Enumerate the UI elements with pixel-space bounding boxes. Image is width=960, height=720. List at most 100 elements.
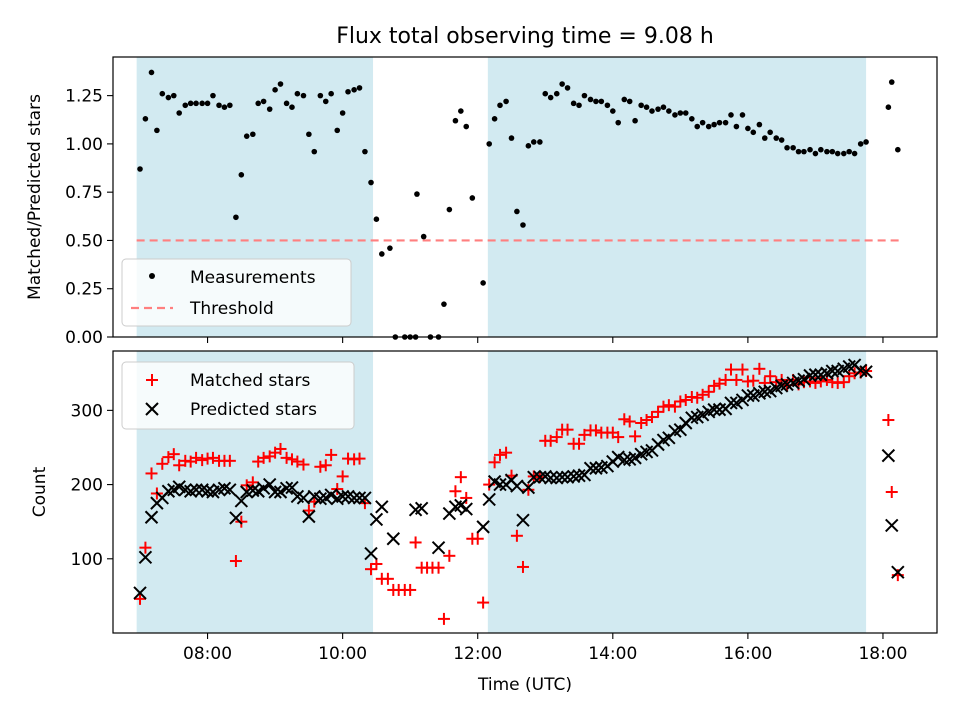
measurement-point [379,251,385,257]
matched-star-point [274,442,287,455]
matched-star-point [314,460,327,473]
measurement-point [733,123,740,130]
matched-star-point [837,376,850,389]
measurement-point [689,115,695,122]
matched-star-point [167,448,180,461]
measurement-point [610,108,616,114]
bottom-x-ticks: 08:00 10:00 12:00 14:00 16:00 18:00 [183,633,907,664]
matched-star-point [229,555,242,568]
bottom-legend-box [121,361,355,430]
matched-star-point [550,431,563,444]
measurement-point [289,104,295,111]
matched-star-point [156,457,169,470]
matched-star-point [280,451,293,464]
measurement-point [255,100,262,107]
predicted-star-point [550,471,564,485]
measurement-point [243,133,250,139]
matched-star-point [719,373,732,386]
predicted-star-point [707,402,721,417]
matched-star-point [730,373,743,386]
shaded-band-2 [487,57,867,337]
predicted-star-point [527,470,541,484]
measurement-point [801,148,807,155]
measurement-point [250,131,256,138]
x-tick-label: 12:00 [453,644,502,664]
predicted-star-point [285,480,299,495]
matched-star-point [297,458,310,471]
measurement-point [221,104,228,111]
predicted-star-point [386,532,401,546]
x-tick-label: 16:00 [723,644,772,664]
predicted-star-point [268,485,282,499]
measurement-point [818,146,824,153]
predicted-star-point [459,502,473,516]
matched-star-point [612,431,625,444]
measurement-point [469,195,476,201]
measurement-point [722,119,729,126]
matched-star-point [708,379,721,392]
measurement-point [682,110,689,116]
chart-title: Flux total observing time = 9.08 h [336,24,714,49]
measurement-point [491,115,498,122]
y-tick-label: 300 [71,401,103,421]
y-tick-label: 0.50 [65,231,103,251]
matched-star-point [319,459,332,472]
measurement-point [233,214,239,221]
matched-star-point [662,399,675,412]
predicted-star-point [572,468,586,483]
bottom-plot-frame [112,350,938,634]
measurement-point [311,148,318,155]
predicted-star-point [262,477,277,492]
count-points [133,358,905,625]
measurement-point [895,146,901,153]
matched-star-point [139,541,152,554]
measurement-point [210,92,216,99]
matched-star-point [325,448,338,461]
measurement-point [420,233,427,240]
x-tick-label: 14:00 [588,644,637,664]
measurement-point [716,119,723,126]
matched-star-point [691,391,704,404]
measurement-point [672,112,678,118]
top-panel: 0.00 0.25 0.50 0.75 1.00 1.25 Matched/Predict… [25,56,938,348]
predicted-star-point [200,484,215,498]
matched-star-point [173,459,186,472]
measurement-point [553,90,560,97]
measurement-point [362,148,368,155]
measurement-point [165,94,172,101]
measurement-point [660,104,667,111]
y-tick-label: 1.00 [65,135,103,155]
x-axis-label: Time (UTC) [477,675,572,695]
predicted-star-point [302,509,316,524]
predicted-star-point [583,461,598,475]
matched-star-point [679,393,692,406]
matched-star-point [235,515,248,528]
matched-star-point [190,451,203,464]
predicted-star-point [758,385,772,399]
matched-star-point [764,370,777,383]
matched-star-point [500,446,513,459]
measurement-point [857,141,864,147]
predicted-star-point [521,480,536,495]
matched-star-point [589,424,602,437]
predicted-star-point [133,586,147,600]
top-y-ticks: 0.00 0.25 0.50 0.75 1.00 1.25 [65,87,113,348]
measurement-point [530,139,537,145]
matched-star-point [454,471,467,484]
measurement-point [795,148,802,155]
measurement-point [593,98,599,105]
measurement-point [159,90,166,97]
measurement-point [351,87,357,93]
measurement-point [542,90,549,97]
measurement-point [414,191,420,197]
measurement-point [739,112,746,118]
measurement-point [851,150,858,157]
matched-star-point [674,395,687,408]
measurement-point [137,166,143,172]
measurement-point [626,98,633,105]
measurement-point [387,245,393,251]
measurement-point [525,143,532,149]
matched-star-point [353,452,366,465]
matched-star-point [885,486,898,498]
matched-star-point [223,454,236,467]
